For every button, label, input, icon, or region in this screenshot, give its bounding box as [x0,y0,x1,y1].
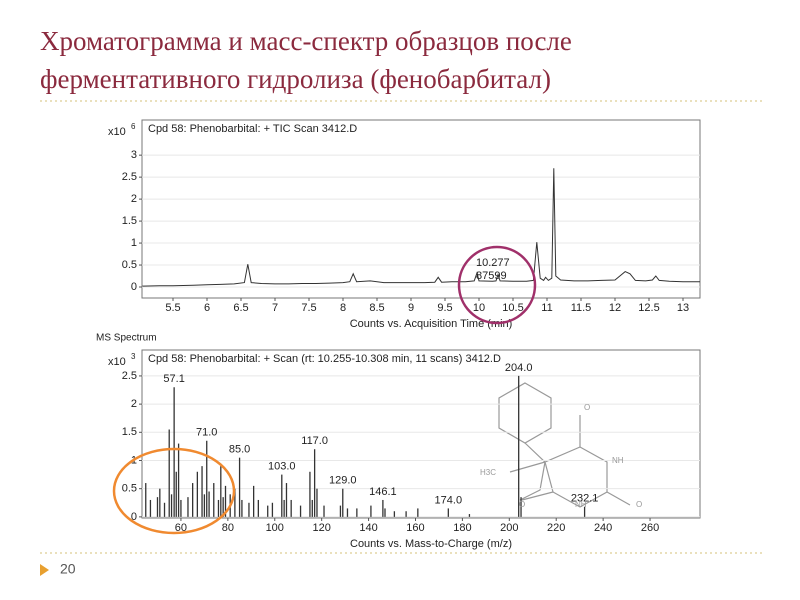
page-number: 20 [60,561,76,577]
x-tick-label: 7 [272,302,278,314]
y-tick-label: 2 [131,193,137,205]
structure-label: NH [612,456,624,465]
slide-title: ферментативного гидролиза (фенобарбитал) [40,64,551,94]
x-tick-label: 160 [406,522,424,534]
y-tick-label: 2.5 [122,171,137,183]
highlight-circle [457,245,537,325]
structure-label: O [636,500,642,509]
x-tick-label: 12 [609,302,621,314]
peak-label: 71.0 [196,427,217,439]
annotation: 87599 [476,270,507,282]
y-tick-label: 0.5 [122,259,137,271]
x-tick-label: 10.5 [502,302,523,314]
x-tick-label: 6.5 [233,302,248,314]
highlight-circle [112,447,236,535]
y-tick-label: 3 [131,149,137,161]
plot-frame [141,119,701,299]
x-tick-label: 5.5 [165,302,180,314]
x-tick-label: 11 [541,302,552,314]
peak-label: 117.0 [301,435,328,447]
peak-label: 103.0 [268,460,296,472]
annotation: 10.277 [476,257,510,269]
x-tick-label: 260 [641,522,659,534]
y-tick-label: 1.5 [122,215,137,227]
structure-label: O [519,500,525,509]
structure-label: H3C [480,468,496,477]
x-tick-label: 200 [500,522,518,534]
x-tick-label: 13 [677,302,689,314]
y-tick-label: 0 [131,281,137,293]
y-tick-label: 0 [131,511,137,523]
y-exponent: 6 [131,122,136,131]
x-tick-label: 220 [547,522,565,534]
peak-label: 57.1 [163,373,184,385]
x-tick-label: 120 [312,522,330,534]
y-multiplier: x10 [108,356,126,368]
structure [498,382,631,508]
x-tick-label: 60 [175,522,187,534]
slide-title: Хроматограмма и масс-спектр образцов пос… [40,26,572,56]
peak-label: 129.0 [329,475,357,487]
peak-label: 204.0 [505,362,533,374]
x-tick-label: 10 [473,302,485,314]
x-tick-label: 240 [594,522,612,534]
x-axis-label: Counts vs. Acquisition Time (min) [350,318,513,330]
bullet [40,564,49,576]
x-axis-label: Counts vs. Mass-to-Charge (m/z) [350,538,512,550]
x-tick-label: 8 [340,302,346,314]
plot-frame [141,349,701,519]
x-tick-label: 6 [204,302,210,314]
structure-label: NH [575,500,587,509]
x-tick-label: 7.5 [301,302,316,314]
x-tick-label: 180 [453,522,471,534]
peak-label: 174.0 [435,494,463,506]
y-tick-label: 0.5 [122,483,137,495]
x-tick-label: 9 [408,302,414,314]
x-tick-label: 80 [222,522,234,534]
y-tick-label: 2 [131,398,137,410]
x-tick-label: 140 [359,522,377,534]
panel-label: MS Spectrum [96,333,157,344]
peak-label: 232.1 [571,493,599,505]
x-tick-label: 12.5 [638,302,659,314]
structure-label: O [584,403,590,412]
y-tick-label: 1.5 [122,426,137,438]
y-multiplier: x10 [108,126,126,138]
chart-title: Cpd 58: Phenobarbital: + TIC Scan 3412.D [148,123,357,135]
peak-label: 146.1 [369,486,397,498]
x-tick-label: 9.5 [437,302,452,314]
x-tick-label: 100 [266,522,284,534]
x-tick-label: 8.5 [369,302,384,314]
y-tick-label: 2.5 [122,370,137,382]
peak-label: 85.0 [229,444,250,456]
data-line [142,168,700,287]
y-tick-label: 1 [131,237,137,249]
x-tick-label: 11.5 [571,302,592,314]
y-exponent: 3 [131,352,136,361]
chart-title: Cpd 58: Phenobarbital: + Scan (rt: 10.25… [148,353,501,365]
